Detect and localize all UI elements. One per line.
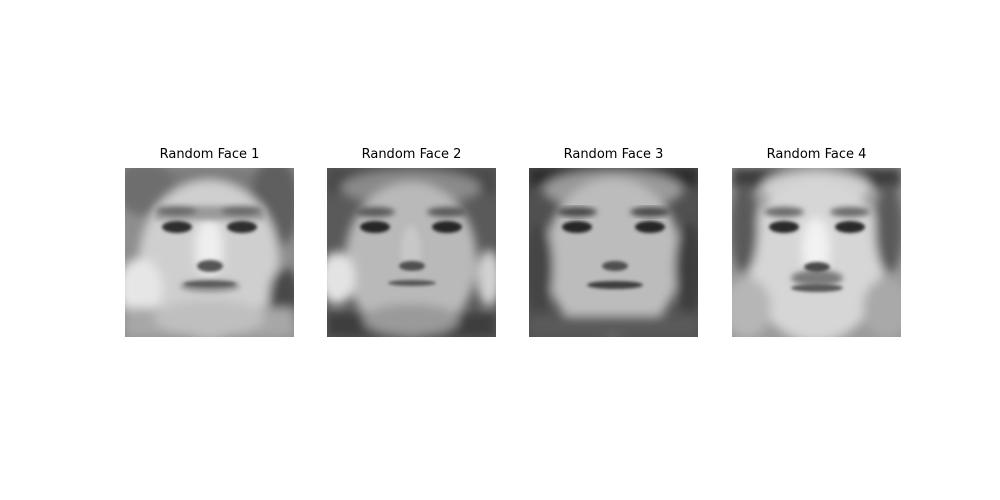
face-title-3: Random Face 3 <box>563 147 664 162</box>
face-image-1 <box>125 168 294 337</box>
face-panel-4: Random Face 4 <box>732 145 901 337</box>
face-panel-2: Random Face 2 <box>327 145 496 337</box>
face-panel-3: Random Face 3 <box>529 145 698 337</box>
face-image-2 <box>327 168 496 337</box>
face-panel-1: Random Face 1 <box>125 145 294 337</box>
face-title-2: Random Face 2 <box>361 147 462 162</box>
face-title-4: Random Face 4 <box>766 147 867 162</box>
face-image-3 <box>529 168 698 337</box>
face-title-1: Random Face 1 <box>159 147 260 162</box>
face-image-4 <box>732 168 901 337</box>
